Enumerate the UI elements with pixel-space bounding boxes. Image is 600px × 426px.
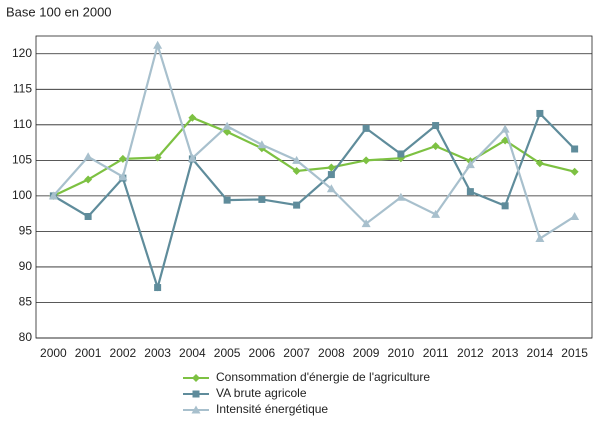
point [192,390,200,398]
point [292,155,302,164]
point [192,374,200,382]
point [397,150,405,158]
point [571,145,579,153]
x-tick-label: 2010 [388,346,415,360]
point [223,127,232,136]
point [153,153,162,162]
point [292,167,301,176]
point [223,196,231,204]
point [465,160,475,169]
x-tick-label: 2011 [423,346,449,360]
point [501,202,509,210]
x-tick-label: 2005 [214,346,241,360]
series-line [52,111,576,292]
y-tick-label: 115 [13,81,32,95]
x-tick-label: 2007 [283,346,310,360]
legend-label: Consommation d'énergie de l'agriculture [216,370,430,384]
point [327,171,335,179]
point [431,209,441,218]
point [83,152,93,161]
point [362,156,371,165]
x-tick-label: 2002 [110,346,137,360]
point [257,140,267,149]
plot-frame [35,35,593,339]
point [535,234,545,243]
point [154,284,162,292]
point [187,153,197,162]
y-tick-label: 100 [12,188,32,202]
point [84,175,93,184]
point [84,212,92,220]
point [432,122,440,130]
point [327,163,336,172]
x-tick-label: 2012 [457,346,484,360]
point [570,211,580,220]
series-line [52,116,575,197]
point [118,154,127,163]
x-tick-label: 2003 [144,346,171,360]
point [222,121,232,130]
point [500,124,510,133]
point [396,192,406,201]
y-tick-label: 105 [12,153,32,167]
x-tick-label: 2015 [561,346,588,360]
point [118,172,128,181]
y-tick-label: 90 [19,259,33,273]
point [326,184,336,193]
x-tick-label: 2006 [249,346,276,360]
x-tick-label: 2013 [492,346,519,360]
x-tick-label: 2014 [527,346,554,360]
legend-label: VA brute agricole [216,386,307,400]
y-tick-label: 95 [19,224,33,238]
point [536,109,544,117]
point [466,188,474,196]
point [431,142,440,151]
point [535,159,544,168]
series-line [52,41,576,241]
point [361,219,371,228]
y-tick-label: 110 [13,117,32,131]
x-tick-label: 2001 [75,346,102,360]
point [570,167,579,176]
y-tick-label: 85 [19,295,33,309]
x-tick-label: 2008 [318,346,345,360]
point [293,201,301,209]
chart-title: Base 100 en 2000 [6,4,112,19]
y-tick-label: 120 [12,46,32,60]
point [362,124,370,132]
point [258,195,266,203]
x-tick-label: 2000 [40,346,67,360]
x-tick-label: 2004 [179,346,206,360]
point [191,405,201,414]
point [188,113,197,122]
y-tick-label: 80 [19,330,33,344]
legend-label: Intensité énergétique [216,402,328,416]
point [153,40,163,49]
x-tick-label: 2009 [353,346,380,360]
point [48,191,58,200]
